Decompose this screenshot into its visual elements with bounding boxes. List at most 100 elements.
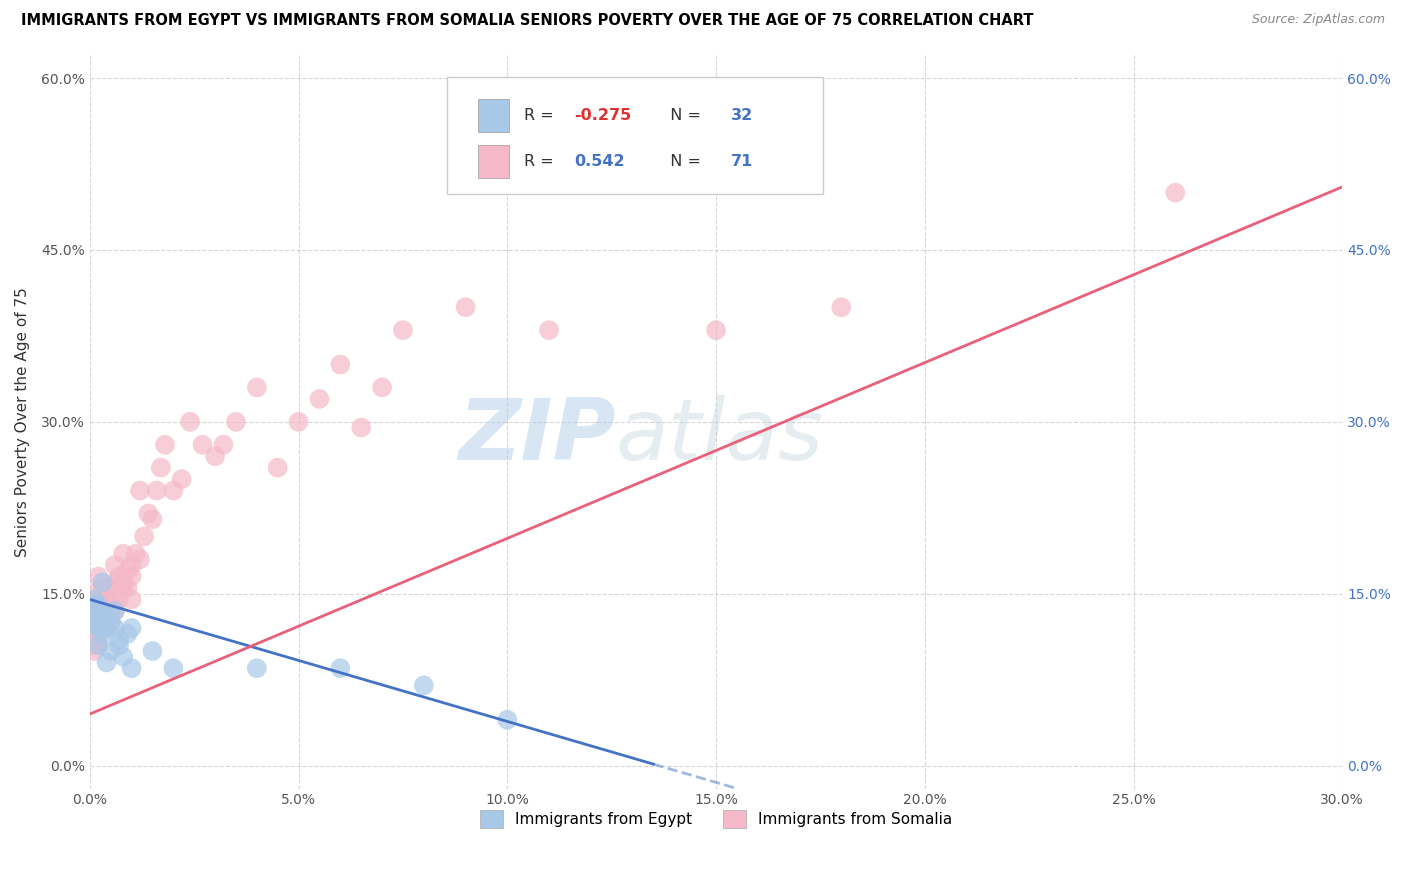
Point	[149, 460, 172, 475]
Point	[121, 569, 143, 583]
Point	[91, 621, 114, 635]
Point	[83, 615, 105, 630]
Point	[153, 438, 176, 452]
Text: IMMIGRANTS FROM EGYPT VS IMMIGRANTS FROM SOMALIA SENIORS POVERTY OVER THE AGE OF: IMMIGRANTS FROM EGYPT VS IMMIGRANTS FROM…	[21, 13, 1033, 29]
Point	[170, 472, 193, 486]
Point	[108, 592, 131, 607]
Text: R =: R =	[524, 108, 560, 123]
Point	[91, 575, 114, 590]
Point	[87, 638, 110, 652]
Point	[412, 678, 434, 692]
Point	[91, 621, 114, 635]
Point	[83, 638, 105, 652]
Point	[246, 661, 269, 675]
Point	[329, 358, 352, 372]
FancyBboxPatch shape	[478, 145, 509, 178]
Point	[308, 392, 330, 406]
Point	[104, 575, 127, 590]
Point	[104, 604, 127, 618]
Point	[96, 604, 118, 618]
Point	[96, 604, 118, 618]
Text: atlas: atlas	[616, 395, 824, 478]
Point	[134, 529, 156, 543]
Point	[129, 483, 152, 498]
Point	[104, 621, 127, 635]
Point	[108, 638, 131, 652]
Point	[91, 609, 114, 624]
Y-axis label: Seniors Poverty Over the Age of 75: Seniors Poverty Over the Age of 75	[15, 287, 30, 557]
Point	[112, 547, 135, 561]
Point	[246, 380, 269, 394]
Point	[96, 609, 118, 624]
Point	[112, 575, 135, 590]
Point	[83, 604, 105, 618]
Point	[287, 415, 309, 429]
Point	[117, 581, 139, 595]
Point	[125, 547, 148, 561]
Point	[1164, 186, 1187, 200]
Point	[179, 415, 201, 429]
Text: 71: 71	[731, 154, 754, 169]
Point	[87, 569, 110, 583]
FancyBboxPatch shape	[447, 77, 823, 194]
Point	[87, 598, 110, 612]
Point	[96, 621, 118, 635]
Point	[100, 644, 122, 658]
Point	[91, 581, 114, 595]
Point	[87, 621, 110, 635]
Text: R =: R =	[524, 154, 564, 169]
Point	[108, 569, 131, 583]
Point	[83, 644, 105, 658]
Point	[121, 558, 143, 572]
Point	[83, 604, 105, 618]
Point	[100, 609, 122, 624]
Point	[91, 604, 114, 618]
Point	[100, 615, 122, 630]
Point	[329, 661, 352, 675]
Point	[830, 300, 852, 314]
Point	[100, 581, 122, 595]
Point	[112, 649, 135, 664]
Point	[87, 609, 110, 624]
Point	[191, 438, 214, 452]
Point	[91, 592, 114, 607]
Point	[267, 460, 290, 475]
Point	[112, 581, 135, 595]
Point	[538, 323, 561, 337]
Point	[100, 598, 122, 612]
Point	[91, 598, 114, 612]
Point	[104, 598, 127, 612]
Point	[100, 615, 122, 630]
Point	[83, 598, 105, 612]
Point	[108, 632, 131, 647]
Point	[96, 656, 118, 670]
Text: Source: ZipAtlas.com: Source: ZipAtlas.com	[1251, 13, 1385, 27]
Point	[496, 713, 519, 727]
Point	[704, 323, 727, 337]
Text: -0.275: -0.275	[575, 108, 631, 123]
Point	[392, 323, 415, 337]
Point	[91, 627, 114, 641]
Point	[141, 512, 163, 526]
Point	[204, 449, 226, 463]
Point	[104, 558, 127, 572]
Point	[83, 621, 105, 635]
Point	[96, 587, 118, 601]
Point	[87, 638, 110, 652]
Point	[87, 609, 110, 624]
Point	[350, 420, 373, 434]
Text: ZIP: ZIP	[458, 395, 616, 478]
Point	[96, 592, 118, 607]
Point	[87, 627, 110, 641]
Point	[136, 507, 159, 521]
Point	[454, 300, 477, 314]
Point	[83, 587, 105, 601]
Point	[129, 552, 152, 566]
Point	[104, 604, 127, 618]
Point	[141, 644, 163, 658]
Text: 0.542: 0.542	[575, 154, 626, 169]
Point	[162, 661, 184, 675]
Point	[87, 598, 110, 612]
Text: N =: N =	[659, 108, 706, 123]
Text: N =: N =	[659, 154, 706, 169]
